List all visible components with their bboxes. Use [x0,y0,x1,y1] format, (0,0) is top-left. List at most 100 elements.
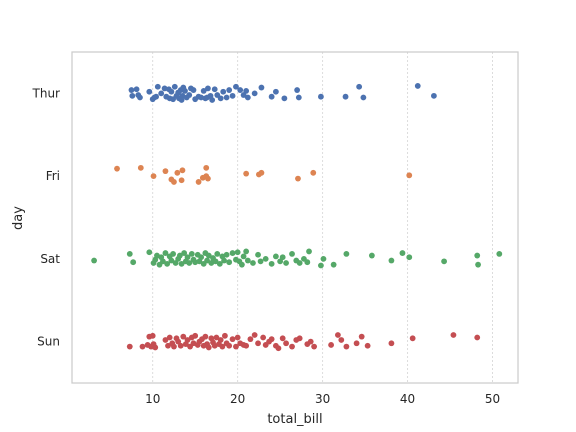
point-sun [171,343,177,350]
series-sat [91,248,503,269]
point-thur [431,92,437,99]
point-fri [203,164,210,171]
point-sat [474,252,481,259]
point-sat [320,255,327,262]
point-thur [294,87,301,93]
point-thur [190,87,197,93]
series-thur [128,83,437,103]
point-sun [243,342,250,349]
point-sat [178,260,185,267]
y-tick-label-sun: Sun [37,335,60,349]
point-sun [202,333,209,340]
y-axis-title: day [11,206,26,230]
series-fri [114,164,413,185]
point-thur [295,94,302,101]
point-thur [153,93,160,100]
point-sun [328,342,334,348]
point-sat [388,257,395,264]
point-sun [307,338,314,345]
point-sat [244,257,251,264]
point-thur [360,94,367,101]
x-axis-title: total_bill [267,412,322,427]
point-fri [310,169,317,176]
point-sat [226,259,233,266]
point-sun [343,343,350,350]
point-thur [182,87,188,94]
point-sat [250,260,256,266]
point-sun [260,334,267,341]
point-sun [180,333,187,340]
point-sun [126,343,133,350]
point-sat [283,260,289,266]
point-sun [205,344,212,351]
point-sat [441,258,447,265]
point-sat [221,257,227,264]
point-sat [240,253,247,260]
point-sat [91,257,97,264]
point-thur [233,83,239,90]
point-sat [160,258,166,265]
y-axis-ticks: Thur Fri Sat Sun [32,86,61,348]
point-sun [184,337,191,343]
data-points [91,83,503,352]
point-sat [289,251,295,257]
point-sat [399,250,406,256]
point-sun [233,343,239,350]
point-sat [268,260,275,267]
point-thur [220,88,227,95]
point-sat [496,251,503,257]
point-thur [229,92,236,99]
point-thur [137,94,143,101]
point-thur [211,86,218,93]
point-sat [130,259,137,266]
point-sat [146,249,153,256]
plot-area [72,52,518,383]
point-sun [289,343,295,350]
point-sun [311,343,318,350]
point-fri [150,173,157,180]
point-sat [296,260,303,266]
y-tick-label-sat: Sat [40,252,60,266]
point-thur [342,93,349,100]
point-sat [198,254,205,261]
point-sun [255,340,261,347]
point-sun [364,342,371,349]
x-axis-ticks: 10 20 30 40 50 [145,392,500,406]
point-thur [244,94,251,101]
point-sun [139,343,146,350]
x-tick-label: 20 [230,392,245,406]
point-sun [226,342,233,349]
point-fri [243,170,250,177]
point-sat [318,262,324,269]
point-sat [181,250,188,256]
point-sun [409,335,416,342]
point-sun [247,336,254,343]
point-thur [217,95,224,102]
y-tick-label-fri: Fri [46,169,60,183]
point-thur [272,88,279,95]
point-fri [114,165,120,172]
x-tick-label: 40 [400,392,415,406]
point-sat [204,257,210,264]
point-sun [192,332,199,339]
point-sat [229,250,236,256]
point-sat [262,255,269,262]
point-thur [243,87,250,94]
point-thur [237,87,244,93]
point-thur [146,88,153,95]
point-sat [223,251,230,258]
point-fri [258,169,265,176]
plot-frame [71,51,519,384]
point-sat [272,253,279,260]
point-fri [174,169,181,176]
point-thur [128,87,135,93]
point-sun [219,343,226,350]
point-thur [258,84,265,91]
point-fri [137,164,144,171]
point-sun [275,345,282,352]
point-fri [178,177,185,184]
point-fri [205,175,211,182]
point-sun [251,332,258,338]
y-tick-label-thur: Thur [32,86,61,100]
point-thur [281,95,288,102]
